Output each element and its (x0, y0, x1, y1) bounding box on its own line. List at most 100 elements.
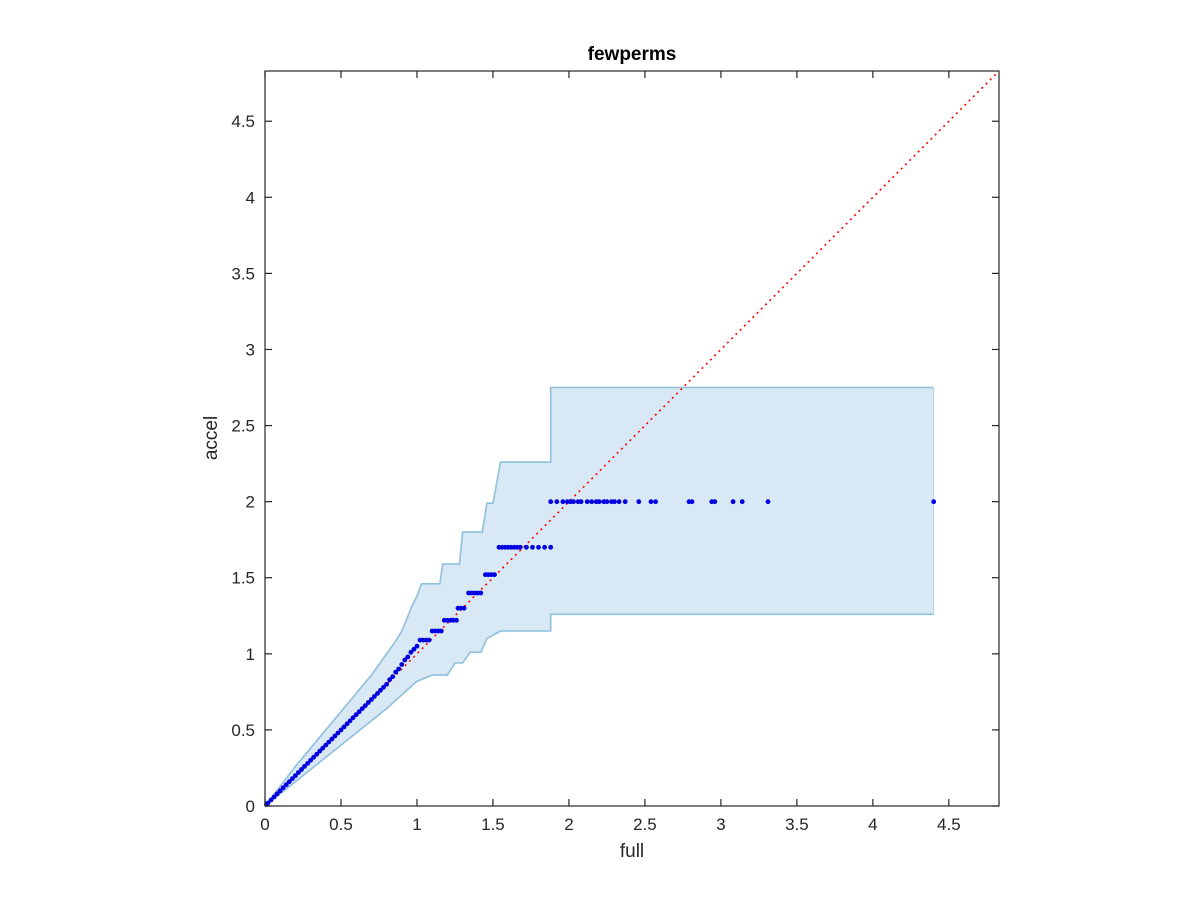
data-points (264, 499, 937, 807)
data-point (461, 605, 467, 611)
y-tick-label: 1.5 (231, 569, 255, 588)
x-axis-label: full (620, 841, 644, 862)
data-point (548, 499, 554, 505)
data-point (730, 499, 736, 505)
band-upper-edge (264, 386, 934, 807)
band-fill (265, 387, 934, 806)
data-point (365, 700, 371, 705)
data-point (396, 666, 402, 672)
data-point (359, 706, 365, 711)
data-point (344, 721, 350, 727)
data-point (411, 646, 417, 652)
axes-box (264, 70, 1000, 807)
x-tick-label: 4.5 (937, 815, 961, 834)
chart-title: fewperms (588, 44, 677, 65)
data-point (560, 499, 566, 505)
y-tick-label: 4.5 (231, 112, 255, 131)
y-axis-label: accel (201, 416, 222, 460)
data-point (402, 657, 408, 663)
data-point (530, 544, 535, 550)
data-point (548, 544, 554, 550)
data-point (536, 544, 541, 550)
x-tick-label: 4 (868, 815, 877, 834)
data-point (332, 733, 338, 739)
data-point (335, 730, 341, 736)
y-tick-label: 3 (246, 340, 255, 359)
data-point (454, 617, 459, 623)
y-tick-label: 4 (246, 188, 255, 207)
data-point (293, 773, 298, 778)
data-point (689, 499, 695, 505)
data-point (765, 499, 771, 505)
y-tick-label: 2 (246, 493, 255, 512)
data-point (584, 499, 590, 505)
y-axis-ticks: 0 0.5 1 1.5 2 2.5 3 3.5 4 4.5 (231, 112, 999, 816)
data-point (378, 687, 383, 693)
data-point (712, 499, 718, 505)
data-point (517, 544, 523, 550)
data-point (350, 715, 356, 721)
data-point (283, 782, 289, 788)
data-point (347, 718, 353, 724)
data-point (648, 499, 654, 505)
data-point (317, 748, 323, 754)
y-tick-label: 0 (246, 797, 255, 816)
data-point (408, 649, 414, 655)
data-point (399, 662, 405, 667)
data-point (596, 499, 602, 505)
data-point (271, 794, 277, 800)
data-point (393, 669, 399, 675)
data-point (308, 757, 313, 763)
band-lower-edge (264, 613, 934, 807)
data-point (636, 499, 642, 505)
data-point (296, 770, 301, 775)
data-point (616, 499, 622, 505)
x-tick-label: 3.5 (785, 815, 809, 834)
reference-diagonal (264, 70, 1000, 807)
data-point (372, 694, 377, 699)
data-point (426, 637, 432, 643)
data-point (739, 499, 745, 505)
data-point (329, 736, 335, 742)
data-point (571, 499, 576, 505)
data-point (438, 628, 444, 634)
data-point (622, 499, 628, 505)
x-tick-label: 2.5 (633, 815, 657, 834)
axes (264, 70, 1000, 807)
data-point (323, 742, 329, 748)
data-point (338, 727, 344, 733)
data-point (478, 590, 484, 596)
data-point (362, 703, 368, 708)
data-point (589, 499, 595, 505)
y-tick-label: 2.5 (231, 417, 255, 436)
data-point (384, 681, 389, 687)
data-point (653, 499, 658, 505)
data-point (280, 785, 286, 791)
data-point (387, 677, 392, 683)
data-point (290, 776, 295, 781)
data-point (268, 797, 274, 803)
data-point (277, 788, 283, 794)
x-tick-label: 3 (716, 815, 725, 834)
data-point (265, 800, 271, 806)
data-point (341, 724, 347, 730)
x-tick-label: 0 (260, 815, 269, 834)
data-point (375, 691, 380, 696)
data-point (299, 767, 304, 772)
y-tick-label: 0.5 (231, 721, 255, 740)
y-tick-label: 3.5 (231, 264, 255, 283)
data-point (286, 779, 292, 785)
data-point (524, 544, 529, 550)
data-point (381, 684, 386, 690)
data-point (414, 643, 420, 649)
y-tick-label: 1 (246, 645, 255, 664)
data-point (302, 764, 307, 769)
data-point (305, 761, 310, 766)
x-tick-label: 1.5 (481, 815, 505, 834)
x-axis-ticks: 0 0.5 1 1.5 2 2.5 3 3.5 4 4.5 (260, 71, 961, 834)
data-point (390, 674, 396, 680)
data-point (353, 712, 359, 718)
x-tick-label: 1 (412, 815, 421, 834)
data-point (314, 751, 320, 757)
